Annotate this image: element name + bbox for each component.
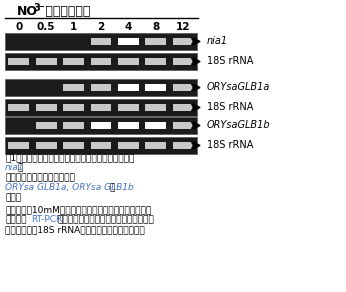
Bar: [145, 142, 166, 149]
Bar: [63, 122, 84, 129]
Text: 図1　培地への硝酸添加による硝酸還元酵素遺伝子（: 図1 培地への硝酸添加による硝酸還元酵素遺伝子（: [5, 153, 134, 162]
Bar: [63, 84, 84, 91]
Text: RT-PCR: RT-PCR: [31, 215, 62, 224]
Bar: [5, 53, 197, 70]
Text: ORYsa GLB1a, ORYsa GLB1b: ORYsa GLB1a, ORYsa GLB1b: [5, 183, 134, 192]
Text: 4: 4: [125, 22, 132, 32]
Text: 18S rRNA: 18S rRNA: [207, 56, 253, 67]
Text: 培養細胞に10mMの硝酸を添加後、一定時間後に細胞を: 培養細胞に10mMの硝酸を添加後、一定時間後に細胞を: [5, 205, 151, 214]
Text: ORYsaGLB1a: ORYsaGLB1a: [207, 83, 270, 93]
Bar: [173, 84, 194, 91]
Bar: [8, 58, 29, 65]
Text: 処理後の時間: 処理後の時間: [41, 5, 90, 18]
Bar: [5, 117, 197, 134]
Text: 3: 3: [33, 3, 40, 13]
Text: ）: ）: [18, 163, 24, 172]
Text: nia1: nia1: [5, 163, 25, 172]
Bar: [118, 104, 139, 111]
Polygon shape: [193, 84, 200, 91]
Bar: [145, 38, 166, 45]
Bar: [173, 122, 194, 129]
Text: 0: 0: [15, 22, 22, 32]
Bar: [118, 38, 139, 45]
Text: 1: 1: [70, 22, 77, 32]
Polygon shape: [193, 38, 200, 45]
Text: の誘導: の誘導: [5, 193, 21, 202]
Bar: [36, 142, 56, 149]
Text: およびへモグロビン遺伝子（: およびへモグロビン遺伝子（: [5, 173, 75, 182]
Bar: [36, 104, 56, 111]
Polygon shape: [193, 58, 200, 65]
Bar: [63, 142, 84, 149]
Text: ）: ）: [110, 183, 115, 192]
Text: 2: 2: [97, 22, 104, 32]
Bar: [8, 104, 29, 111]
Text: 18S rRNA: 18S rRNA: [207, 140, 253, 150]
Text: ORYsaGLB1b: ORYsaGLB1b: [207, 121, 271, 131]
Bar: [36, 58, 56, 65]
Bar: [5, 33, 197, 50]
Bar: [91, 104, 111, 111]
Polygon shape: [193, 122, 200, 129]
Text: 8: 8: [152, 22, 160, 32]
Bar: [145, 122, 166, 129]
Bar: [36, 122, 56, 129]
Bar: [118, 84, 139, 91]
Bar: [173, 104, 194, 111]
Bar: [145, 104, 166, 111]
Bar: [91, 142, 111, 149]
Bar: [8, 142, 29, 149]
Bar: [5, 137, 197, 154]
Bar: [118, 142, 139, 149]
Text: nia1: nia1: [207, 36, 228, 46]
Bar: [145, 58, 166, 65]
Text: 18S rRNA: 18S rRNA: [207, 102, 253, 112]
Bar: [91, 38, 111, 45]
Bar: [173, 38, 194, 45]
Text: によりそれぞれの遺伝子発現を検出。内: によりそれぞれの遺伝子発現を検出。内: [57, 215, 154, 224]
Bar: [63, 104, 84, 111]
Bar: [145, 84, 166, 91]
Text: NO: NO: [17, 5, 38, 18]
Polygon shape: [193, 142, 200, 149]
Bar: [91, 58, 111, 65]
Bar: [91, 84, 111, 91]
Text: 部標準として18S rRNA遺伝子を同時に増幅した。: 部標準として18S rRNA遺伝子を同時に増幅した。: [5, 225, 145, 234]
Bar: [5, 79, 197, 96]
Bar: [5, 99, 197, 116]
Text: −: −: [37, 2, 44, 11]
Bar: [91, 122, 111, 129]
Text: 採取し、: 採取し、: [5, 215, 27, 224]
Bar: [118, 58, 139, 65]
Bar: [63, 58, 84, 65]
Polygon shape: [193, 104, 200, 111]
Bar: [173, 142, 194, 149]
Text: 12: 12: [176, 22, 191, 32]
Bar: [173, 58, 194, 65]
Bar: [118, 122, 139, 129]
Text: 0.5: 0.5: [37, 22, 55, 32]
